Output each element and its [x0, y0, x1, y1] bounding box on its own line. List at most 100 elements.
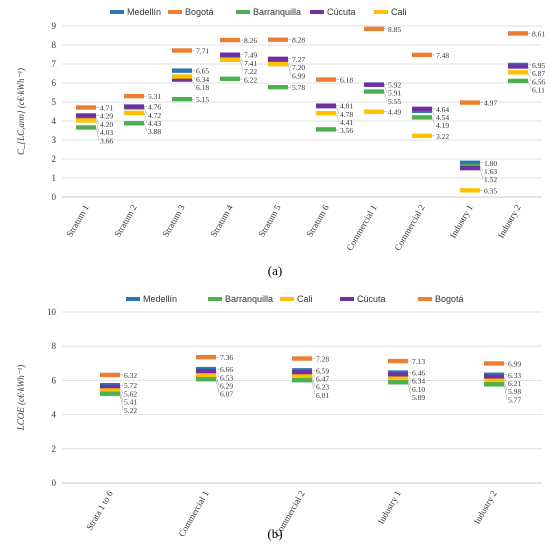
- data-marker: [172, 68, 192, 73]
- data-label: 6.99: [508, 359, 521, 368]
- data-marker: [388, 358, 408, 364]
- x-category-label: Industry 1: [448, 203, 475, 240]
- data-marker: [220, 57, 240, 63]
- data-marker: [412, 133, 432, 139]
- legend-swatch: [418, 297, 432, 301]
- y-tick-label: 6: [52, 78, 57, 88]
- label-leader: [407, 378, 412, 390]
- data-label: 4.29: [100, 112, 113, 121]
- data-label: 3.66: [100, 136, 113, 145]
- legend-swatch: [110, 10, 124, 14]
- data-label: 8.85: [388, 25, 401, 34]
- legend-label: Barranquilla: [225, 294, 273, 304]
- data-label: 6.18: [196, 83, 209, 92]
- data-label: 5.31: [148, 92, 161, 101]
- data-label: 5.62: [124, 389, 137, 398]
- label-leader: [383, 84, 388, 93]
- label-leader: [239, 56, 244, 63]
- label-leader: [503, 376, 508, 384]
- label-leader: [407, 374, 412, 381]
- data-marker: [412, 106, 432, 112]
- label-leader: [311, 376, 316, 387]
- label-leader: [215, 375, 220, 386]
- data-marker: [220, 37, 240, 43]
- x-category-label: Stratum 2: [112, 203, 138, 239]
- data-label: 6.46: [412, 369, 425, 378]
- data-marker: [76, 118, 96, 123]
- data-marker: [268, 37, 288, 42]
- data-label: 6.18: [340, 76, 353, 85]
- data-marker: [388, 376, 408, 381]
- data-marker: [124, 121, 144, 126]
- data-marker: [268, 56, 288, 62]
- data-marker: [484, 378, 504, 383]
- data-label: 5.92: [388, 81, 401, 90]
- label-leader: [239, 59, 244, 72]
- data-label: 4.64: [436, 105, 449, 114]
- data-label: 7.13: [412, 357, 425, 366]
- data-marker: [124, 110, 144, 116]
- label-leader: [191, 79, 196, 88]
- y-tick-label: 1: [52, 173, 57, 183]
- y-tick-label: 9: [52, 21, 57, 31]
- data-label: 6.34: [412, 377, 425, 386]
- data-label: 7.48: [436, 51, 449, 60]
- data-marker: [508, 78, 528, 84]
- x-category-label: Stratum 6: [304, 203, 331, 239]
- data-marker: [268, 61, 288, 67]
- y-tick-label: 2: [52, 154, 57, 164]
- x-category-label: Stratum 1: [64, 203, 90, 239]
- x-category-label: Stratum 5: [256, 203, 283, 239]
- legend-swatch: [374, 10, 388, 14]
- data-label: 7.22: [244, 67, 257, 76]
- data-label: 6.07: [220, 390, 233, 399]
- label-leader: [311, 380, 316, 395]
- data-label: 3.56: [340, 126, 353, 135]
- label-leader: [335, 129, 340, 131]
- data-marker: [388, 372, 408, 377]
- label-leader: [119, 390, 124, 402]
- legend-swatch: [126, 297, 140, 301]
- data-label: 6.10: [412, 385, 425, 394]
- x-category-label: Stratum 3: [160, 203, 187, 239]
- label-leader: [311, 372, 316, 379]
- legend-label: Cúcuta: [327, 7, 356, 17]
- data-label: 6.21: [508, 379, 521, 388]
- data-label: 8.28: [292, 36, 305, 45]
- label-leader: [191, 76, 196, 80]
- data-marker: [220, 52, 240, 57]
- y-tick-label: 7: [52, 59, 57, 69]
- label-leader: [407, 382, 412, 398]
- data-marker: [292, 356, 312, 361]
- data-marker: [388, 380, 408, 385]
- x-category-label: Industry 2: [496, 203, 523, 240]
- data-label: 4.97: [484, 99, 497, 108]
- data-marker: [76, 125, 96, 130]
- label-leader: [335, 113, 340, 123]
- data-label: 7.71: [196, 47, 209, 56]
- data-marker: [292, 374, 312, 379]
- data-label: 6.53: [220, 373, 233, 382]
- data-label: 5.22: [124, 406, 137, 415]
- y-axis-title: C_{LC,ann} (c€·kWh⁻¹): [16, 68, 26, 155]
- data-marker: [460, 165, 480, 171]
- legend-label: Cali: [391, 7, 407, 17]
- label-leader: [143, 123, 148, 132]
- data-marker: [508, 64, 528, 69]
- data-marker: [172, 96, 192, 102]
- data-label: 5.78: [292, 83, 305, 92]
- y-tick-label: 0: [52, 478, 57, 488]
- y-tick-label: 3: [52, 135, 57, 145]
- data-label: 7.36: [220, 353, 233, 362]
- data-label: 4.54: [436, 113, 449, 122]
- x-category-label: Industry 2: [472, 489, 499, 526]
- legend-swatch: [168, 10, 182, 14]
- legend-swatch: [340, 297, 354, 301]
- panel-b: 0 2 4 6 8 10 LCOE (c€·kWh⁻¹) Strata 1 to 6 Comme…: [16, 294, 542, 541]
- data-label: 4.03: [100, 128, 113, 137]
- label-leader: [527, 80, 532, 90]
- label-leader: [503, 384, 508, 400]
- data-label: 6.29: [220, 382, 233, 391]
- panel-caption: (b): [267, 526, 282, 541]
- y-tick-label: 4: [52, 410, 57, 420]
